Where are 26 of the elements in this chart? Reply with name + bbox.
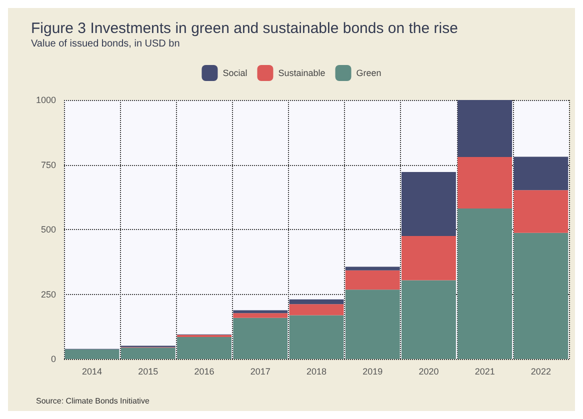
x-tick-label: 2021 — [474, 366, 495, 376]
y-tick-label: 1000 — [36, 95, 56, 105]
bar — [289, 304, 344, 316]
x-tick-label: 2019 — [362, 366, 383, 376]
x-tick-label: 2020 — [418, 366, 439, 376]
legend-label: Social — [222, 68, 248, 78]
x-tick-label: 2018 — [306, 366, 327, 376]
source-note: Source: Climate Bonds Initiative — [36, 396, 150, 406]
chart-subtitle: Value of issued bonds, in USD bn — [31, 38, 180, 50]
x-tick-label: 2016 — [194, 366, 214, 376]
bar — [289, 299, 344, 304]
bar — [345, 266, 400, 270]
y-tick-label: 750 — [40, 160, 56, 170]
x-tick-label: 2017 — [250, 366, 270, 376]
y-tick-label: 500 — [40, 224, 56, 234]
bar — [233, 313, 288, 318]
x-tick-label: 2015 — [138, 366, 158, 376]
bar — [289, 315, 344, 359]
legend-label: Sustainable — [278, 68, 326, 78]
bar — [402, 172, 456, 236]
x-tick-label: 2014 — [82, 366, 102, 376]
chart-title: Figure 3 Investments in green and sustainable bonds on the rise — [31, 20, 458, 37]
x-tick-label: 2022 — [530, 366, 551, 376]
y-tick-label: 250 — [40, 289, 56, 300]
y-tick-label: 0 — [50, 354, 56, 364]
legend-label: Green — [356, 68, 382, 78]
